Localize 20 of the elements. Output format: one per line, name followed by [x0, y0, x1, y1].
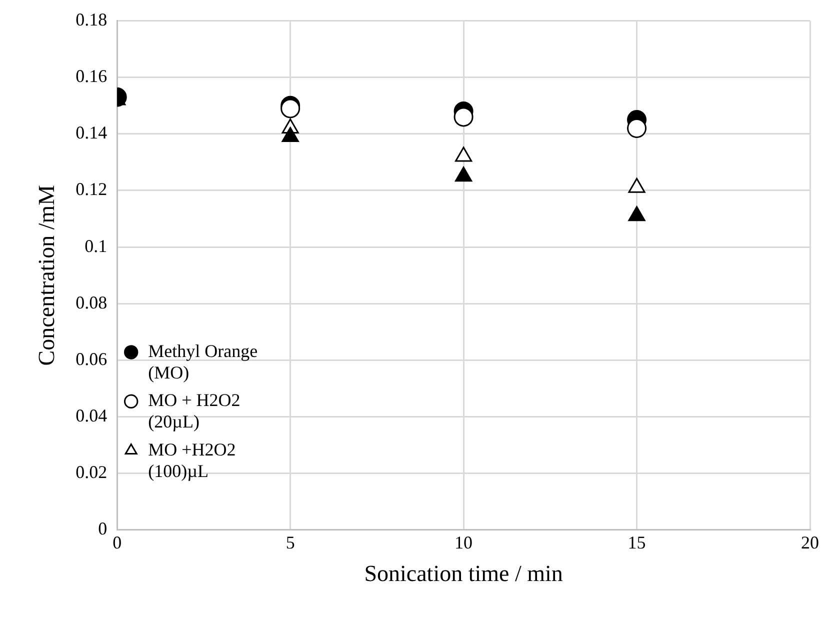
y-tick-label: 0.12 [76, 179, 108, 200]
y-tick-label: 0.18 [76, 10, 108, 30]
x-tick-label: 0 [112, 532, 122, 552]
y-tick-label: 0.04 [76, 405, 108, 426]
legend-label: MO +H2O2 (100)µL [148, 439, 236, 481]
x-tick-label: 5 [286, 532, 295, 552]
legend-label: MO + H2O2 (20µL) [148, 390, 240, 432]
x-tick-label: 20 [801, 532, 819, 552]
y-tick-label: 0.08 [76, 292, 108, 312]
y-tick-label: 0.02 [76, 462, 108, 482]
y-tick-label: 0 [98, 518, 108, 539]
y-tick-label: 0.16 [76, 66, 108, 86]
y-tick-label: 0.06 [76, 348, 108, 369]
y-tick-label: 0.14 [76, 122, 108, 143]
y-axis-title: Concentration /mM [34, 184, 59, 366]
y-tick-label: 0.1 [84, 236, 108, 256]
x-axis-title: Sonication time / min [364, 561, 564, 586]
legend-label: Methyl Orange (MO) [148, 340, 258, 383]
x-tick-label: 15 [628, 532, 646, 552]
x-tick-label: 10 [454, 532, 473, 552]
